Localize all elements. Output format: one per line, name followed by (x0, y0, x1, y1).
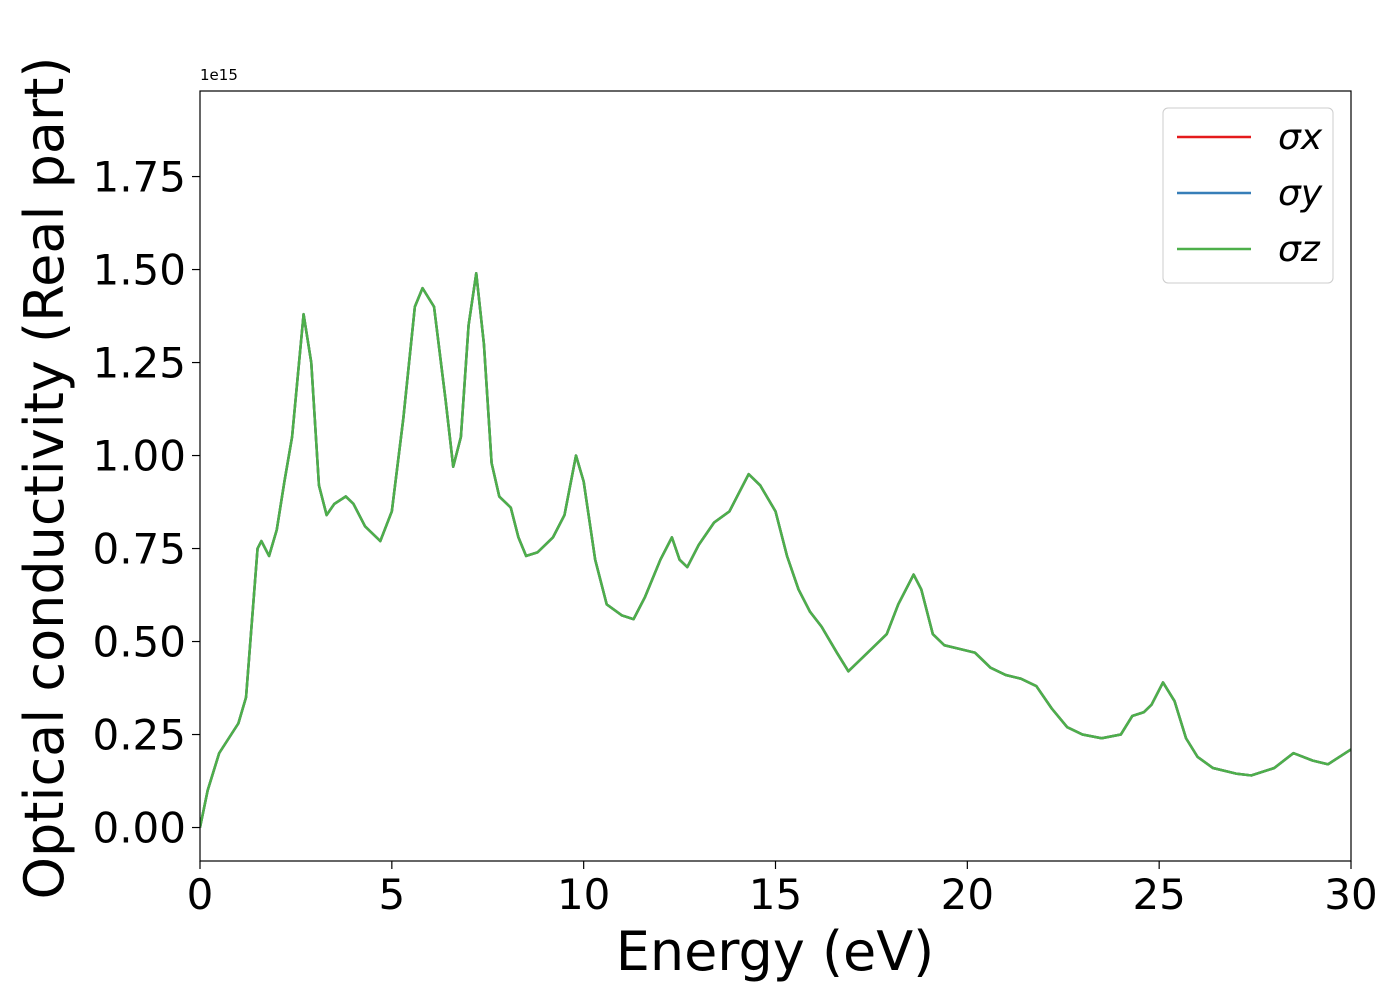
x-tick-label: 10 (557, 870, 610, 919)
y-tick-label: 0.25 (92, 711, 186, 760)
legend-box (1162, 107, 1334, 284)
legend-label: σz (1278, 229, 1321, 270)
x-tick-label: 30 (1324, 870, 1377, 919)
x-tick-label: 5 (378, 870, 405, 919)
plot-frame (199, 90, 1352, 862)
legend-label: σx (1278, 117, 1323, 158)
x-axis-label: Energy (eV) (616, 920, 935, 983)
y-tick-label: 1.25 (92, 339, 186, 388)
y-tick-label: 0.75 (92, 525, 186, 574)
series-line (200, 272, 1351, 828)
legend-label: σy (1278, 173, 1323, 214)
y-tick-label: 1.75 (92, 153, 186, 202)
x-tick-label: 0 (187, 870, 214, 919)
x-tick-label: 20 (941, 870, 994, 919)
y-tick-label: 0.50 (92, 618, 186, 667)
series-line (200, 272, 1351, 828)
x-tick-label: 15 (749, 870, 802, 919)
y-offset-label: 1e15 (200, 66, 238, 84)
y-axis-label: Optical conductivity (Real part) (13, 57, 76, 900)
y-tick-label: 1.50 (92, 246, 186, 295)
y-tick-label: 0.00 (92, 804, 186, 853)
y-tick-label: 1.00 (92, 432, 186, 481)
x-tick-label: 25 (1132, 870, 1185, 919)
series-line (200, 272, 1351, 828)
